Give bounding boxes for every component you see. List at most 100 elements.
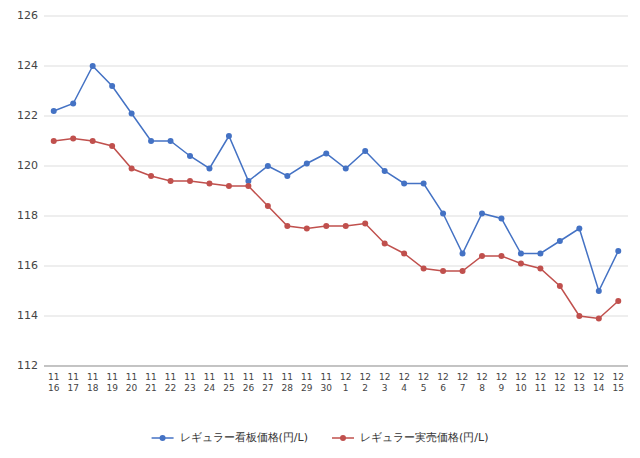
grid-line: [44, 216, 628, 217]
x-tick-label: 1117: [67, 372, 78, 393]
x-tick-label: 121: [340, 372, 351, 393]
series-point: [537, 251, 543, 257]
series-point: [168, 138, 174, 144]
y-tick-label: 118: [17, 209, 38, 222]
series-line: [54, 66, 619, 291]
series-point: [382, 241, 388, 247]
x-tick-label: 1211: [535, 372, 546, 393]
series-point: [265, 203, 271, 209]
series-point: [479, 253, 485, 259]
series-point: [187, 153, 193, 159]
series-point: [557, 283, 563, 289]
x-tick-label: 122: [359, 372, 370, 393]
series-point: [401, 251, 407, 257]
series-point: [460, 268, 466, 274]
x-tick-label: 123: [379, 372, 390, 393]
series-point: [129, 166, 135, 172]
series-point: [460, 251, 466, 257]
series-point: [401, 181, 407, 187]
series-point: [615, 248, 621, 254]
series-line: [54, 139, 619, 319]
series-point: [518, 261, 524, 267]
series-point: [226, 183, 232, 189]
x-tick-label: 1125: [223, 372, 234, 393]
x-tick-label: 124: [398, 372, 409, 393]
legend-marker: [340, 435, 346, 441]
series-point: [421, 266, 427, 272]
y-tick-label: 116: [17, 259, 38, 272]
grid: [44, 16, 628, 366]
series-point: [51, 108, 57, 114]
series-point: [148, 138, 154, 144]
x-tick-label: 1120: [126, 372, 138, 393]
series-point: [90, 138, 96, 144]
series-point: [576, 226, 582, 232]
series-point: [440, 268, 446, 274]
x-tick-label: 1123: [184, 372, 195, 393]
x-tick-label: 127: [457, 372, 468, 393]
legend-item: レギュラー実売価格(円/L): [332, 431, 488, 444]
series-point: [90, 63, 96, 69]
series-point: [596, 316, 602, 322]
y-tick-label: 114: [17, 309, 38, 322]
x-tick-label: 1119: [106, 372, 118, 393]
y-tick-label: 112: [17, 359, 38, 372]
grid-line: [44, 16, 628, 17]
series-point: [129, 111, 135, 117]
chart: 1121141161181201221241261116111711181119…: [0, 0, 640, 458]
x-tick-label: 1121: [145, 372, 156, 393]
series-point: [109, 83, 115, 89]
series-point: [51, 138, 57, 144]
series-point: [343, 223, 349, 229]
series-point: [615, 298, 621, 304]
series-point: [421, 181, 427, 187]
series-point: [537, 266, 543, 272]
x-tick-label: 1210: [515, 372, 527, 393]
series-point: [576, 313, 582, 319]
series-point: [206, 166, 212, 172]
series-point: [382, 168, 388, 174]
x-axis-line: [44, 366, 628, 367]
series-point: [498, 253, 504, 259]
x-tick-label: 1124: [204, 372, 216, 393]
series-point: [440, 211, 446, 217]
x-tick-label: 126: [437, 372, 448, 393]
grid-line: [44, 366, 628, 367]
series-point: [284, 223, 290, 229]
y-tick-label: 122: [17, 109, 38, 122]
x-tick-label: 1215: [613, 372, 624, 393]
series-point: [343, 166, 349, 172]
series-point: [518, 251, 524, 257]
series-point: [284, 173, 290, 179]
series-point: [323, 151, 329, 157]
x-tick-label: 1130: [321, 372, 333, 393]
legend: レギュラー看板価格(円/L) レギュラー実売価格(円/L): [152, 431, 489, 444]
x-tick-label: 1118: [87, 372, 99, 393]
series-point: [187, 178, 193, 184]
series-point: [304, 226, 310, 232]
x-tick-label: 1212: [554, 372, 565, 393]
series-point: [362, 221, 368, 227]
series-point: [479, 211, 485, 217]
grid-line: [44, 66, 628, 67]
grid-line: [44, 316, 628, 317]
x-tick-label: 1127: [262, 372, 273, 393]
series-point: [206, 181, 212, 187]
series-point: [498, 216, 504, 222]
x-tick-label: 1129: [301, 372, 313, 393]
y-tick-label: 126: [17, 9, 38, 22]
x-tick-label: 1128: [282, 372, 294, 393]
series-point: [557, 238, 563, 244]
x-tick-label: 1122: [165, 372, 176, 393]
x-tick-label: 1126: [243, 372, 255, 393]
y-tick-label: 120: [17, 159, 38, 172]
legend-label: レギュラー看板価格(円/L): [180, 431, 308, 444]
y-tick-label: 124: [17, 59, 38, 72]
plot-area: [51, 63, 622, 322]
x-tick-label: 129: [496, 372, 507, 393]
series-point: [304, 161, 310, 167]
series-point: [362, 148, 368, 154]
series-point: [245, 183, 251, 189]
x-tick-label: 1214: [593, 372, 605, 393]
series-point: [148, 173, 154, 179]
